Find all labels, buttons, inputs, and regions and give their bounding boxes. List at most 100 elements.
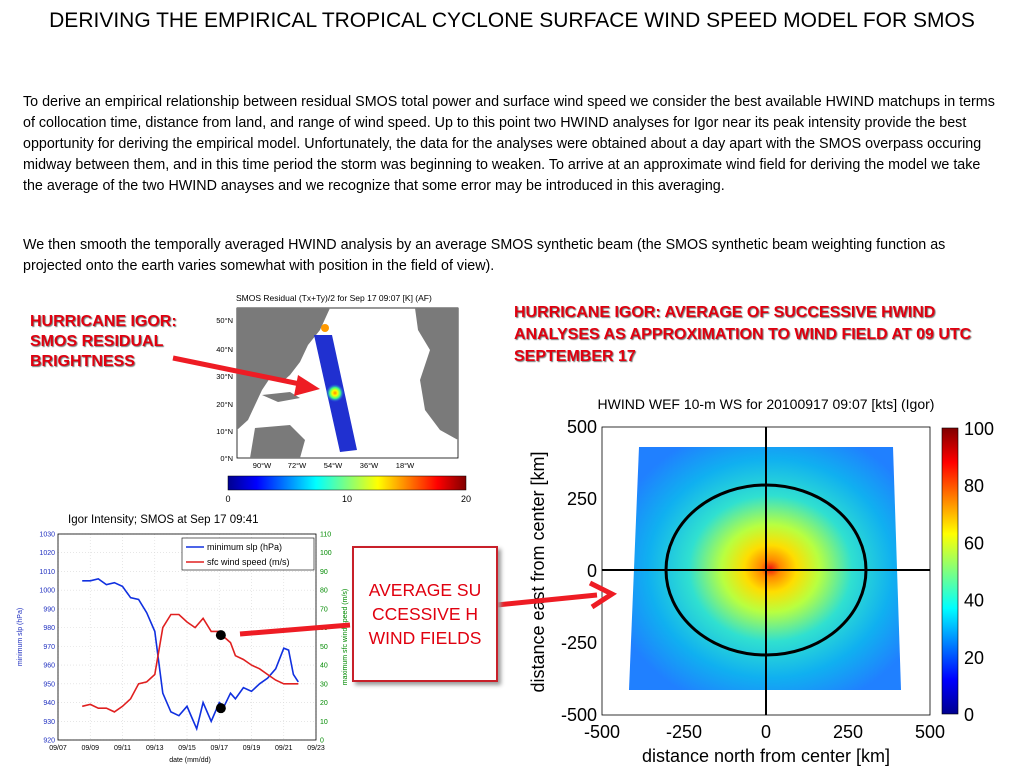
- slp-tick-label: 990: [43, 606, 55, 613]
- intensity-ylabel: minimum slp (hPa): [17, 608, 24, 666]
- map-ytick-label: 30°N: [216, 372, 233, 381]
- intensity-chart-title: Igor Intensity; SMOS at Sep 17 09:41: [68, 514, 259, 526]
- hwind-ylabel: distance east from center [km]: [528, 451, 548, 692]
- hwind-radius-ring: [664, 483, 868, 657]
- smoothing-paragraph: We then smooth the temporally averaged H…: [23, 237, 946, 274]
- slp-tick-label: 1000: [39, 588, 55, 595]
- legend-wind-label: sfc wind speed (m/s): [207, 557, 290, 567]
- hwind-ytick-label: 250: [567, 489, 597, 509]
- date-tick-label: 09/19: [243, 745, 261, 752]
- smos-time-marker: [215, 630, 226, 641]
- hwind-xtick-label: 250: [833, 722, 863, 742]
- hotspot-marker: [321, 324, 329, 332]
- hwind-xlabel: distance north from center [km]: [642, 746, 890, 766]
- hwind-colorbar-tick: 40: [964, 591, 984, 611]
- average-fields-text: AVERAGE SUCCESSIVE HWIND FIELDS: [368, 580, 482, 648]
- average-fields-box: AVERAGE SUCCESSIVE HWIND FIELDS: [352, 546, 498, 682]
- arrow-to-box: [239, 622, 351, 637]
- map-ytick-label: 50°N: [216, 316, 233, 325]
- slp-tick-label: 960: [43, 663, 55, 670]
- hwind-wind-field: [629, 447, 901, 690]
- wind-tick-label: 70: [320, 606, 328, 613]
- hwind-average-label: HURRICANE IGOR: AVERAGE OF SUCCESSIVE HW…: [514, 304, 972, 365]
- intro-paragraph: To derive an empirical relationship betw…: [23, 94, 995, 194]
- map-ytick-label: 40°N: [216, 345, 233, 354]
- slp-tick-label: 1020: [39, 550, 55, 557]
- slp-tick-label: 950: [43, 681, 55, 688]
- date-tick-label: 09/07: [49, 745, 67, 752]
- wind-tick-label: 40: [320, 663, 328, 670]
- intensity-xlabel: date (mm/dd): [169, 757, 211, 764]
- arrow-head-map: [294, 375, 320, 396]
- slp-tick-label: 1030: [39, 532, 55, 539]
- storm-signature: [326, 384, 344, 402]
- map-xtick-label: 72°W: [288, 461, 307, 470]
- hwind-colorbar-tick: 0: [964, 705, 974, 725]
- caribbean-land: [262, 392, 300, 402]
- slp-tick-label: 930: [43, 719, 55, 726]
- hwind-xtick-label: 500: [915, 722, 945, 742]
- date-tick-label: 09/17: [210, 745, 228, 752]
- hwind-colorbar-tick: 80: [964, 476, 984, 496]
- map-colorbar: [227, 475, 467, 491]
- wind-tick-label: 10: [320, 719, 328, 726]
- hwind-ytick-label: -500: [561, 705, 597, 725]
- wind-tick-label: 30: [320, 681, 328, 688]
- wind-tick-label: 60: [320, 625, 328, 632]
- arrow-to-map: [172, 355, 306, 388]
- map-colorbar-tick: 0: [225, 494, 230, 504]
- slp-tick-label: 940: [43, 700, 55, 707]
- wind-tick-label: 90: [320, 569, 328, 576]
- hwind-ytick-label: -250: [561, 633, 597, 653]
- intensity-plot-frame: [57, 533, 317, 741]
- wind-tick-label: 100: [320, 550, 332, 557]
- hwind-colorbar-tick: 60: [964, 533, 984, 553]
- wind-tick-label: 20: [320, 700, 328, 707]
- wind-tick-label: 110: [320, 532, 331, 539]
- date-tick-label: 09/23: [307, 745, 325, 752]
- slp-tick-label: 920: [43, 738, 55, 745]
- slp-tick-label: 980: [43, 625, 55, 632]
- south-america-land: [250, 425, 305, 458]
- map-ytick-label: 20°N: [216, 400, 233, 409]
- wind-series-line: [82, 613, 299, 713]
- slp-tick-label: 1010: [39, 569, 55, 576]
- map-ytick-label: 0°N: [220, 454, 233, 463]
- hwind-ytick-label: 500: [567, 417, 597, 437]
- north-america-land: [237, 308, 330, 430]
- arrow-head-hwind: [588, 580, 618, 610]
- date-tick-label: 09/15: [178, 745, 196, 752]
- intensity-legend: [181, 537, 315, 571]
- hwind-plot-frame: [601, 426, 931, 716]
- smos-time-marker: [215, 703, 226, 714]
- smos-swath: [314, 335, 357, 452]
- wind-tick-label: 0: [320, 738, 324, 745]
- map-xtick-label: 90°W: [253, 461, 272, 470]
- page-title: DERIVING THE EMPIRICAL TROPICAL CYCLONE …: [49, 9, 975, 32]
- wind-tick-label: 50: [320, 644, 328, 651]
- hwind-title: HWIND WEF 10-m WS for 20100917 09:07 [kt…: [598, 396, 935, 412]
- hwind-ytick-label: 0: [587, 561, 597, 581]
- map-colorbar-tick: 10: [342, 494, 352, 504]
- hwind-xtick-label: -500: [584, 722, 620, 742]
- hwind-xtick-label: 0: [761, 722, 771, 742]
- date-tick-label: 09/09: [81, 745, 99, 752]
- slp-tick-label: 970: [43, 644, 55, 651]
- smos-residual-label: HURRICANE IGOR: SMOS RESIDUAL BRIGHTNESS: [30, 313, 177, 370]
- map-ytick-label: 10°N: [216, 427, 233, 436]
- legend-slp-label: minimum slp (hPa): [207, 542, 282, 552]
- hwind-colorbar: [941, 427, 959, 715]
- wind-tick-label: 80: [320, 588, 328, 595]
- slp-series-line: [82, 578, 299, 732]
- map-frame: [236, 307, 459, 459]
- hwind-colorbar-tick: 20: [964, 648, 984, 668]
- africa-europe-land: [415, 308, 458, 440]
- map-xtick-label: 54°W: [324, 461, 343, 470]
- hwind-xtick-label: -250: [666, 722, 702, 742]
- arrow-to-hwind: [496, 592, 598, 608]
- date-tick-label: 09/11: [114, 745, 131, 752]
- map-xtick-label: 18°W: [396, 461, 415, 470]
- hwind-colorbar-tick: 100: [964, 419, 994, 439]
- map-title: SMOS Residual (Tx+Ty)/2 for Sep 17 09:07…: [236, 293, 432, 303]
- date-tick-label: 09/21: [275, 745, 293, 752]
